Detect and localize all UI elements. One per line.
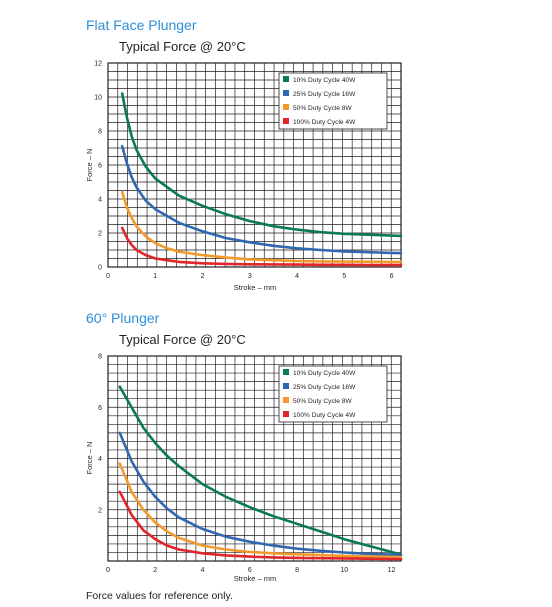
legend-label: 50% Duty Cycle 8W <box>293 105 352 112</box>
plot-frame <box>107 355 402 562</box>
y-axis-label: Force – N <box>85 442 94 475</box>
chart-title-2: Typical Force @ 20°C <box>119 332 246 347</box>
series-line-2 <box>120 145 403 255</box>
x-tick-label: 5 <box>342 273 346 280</box>
footnote: Force values for reference only. <box>86 590 233 602</box>
y-tick-label: 8 <box>98 354 102 361</box>
legend-box <box>278 365 388 423</box>
legend-box <box>278 72 388 130</box>
series-line-4 <box>120 226 403 267</box>
y-tick-label: 2 <box>98 231 102 238</box>
legend-swatch <box>283 411 289 417</box>
series-line-1 <box>120 92 403 238</box>
legend-label: 25% Duty Cycle 16W <box>293 384 356 391</box>
y-axis-label: Force – N <box>85 149 94 182</box>
x-tick-label: 6 <box>390 273 394 280</box>
y-tick-label: 4 <box>98 456 102 463</box>
legend-swatch <box>283 397 289 403</box>
legend-label: 10% Duty Cycle 40W <box>293 77 356 84</box>
x-axis-label: Stroke – mm <box>234 283 277 292</box>
section-heading-flat-face: Flat Face Plunger <box>86 17 197 33</box>
y-tick-label: 8 <box>98 129 102 136</box>
legend-swatch <box>283 76 289 82</box>
legend-swatch <box>283 369 289 375</box>
x-tick-label: 0 <box>106 273 110 280</box>
x-tick-label: 12 <box>388 567 396 574</box>
series-line-4 <box>118 490 403 561</box>
x-tick-label: 6 <box>248 567 252 574</box>
y-tick-label: 4 <box>98 197 102 204</box>
legend-label: 25% Duty Cycle 16W <box>293 91 356 98</box>
chart-2-plot: 0 2 4 6 8 10 12 2 4 6 8 Stroke – mm Force – N 10% Dut… <box>85 354 403 583</box>
x-tick-label: 2 <box>153 567 157 574</box>
y-tick-label: 6 <box>98 163 102 170</box>
series-line-2 <box>118 431 403 557</box>
x-tick-label: 10 <box>340 567 348 574</box>
x-tick-label: 0 <box>106 567 110 574</box>
x-tick-label: 4 <box>201 567 205 574</box>
legend-swatch <box>283 118 289 124</box>
legend-swatch <box>283 90 289 96</box>
series-line-1 <box>118 385 403 556</box>
legend-label: 100% Duty Cycle 4W <box>293 119 356 126</box>
plot-frame <box>107 62 402 268</box>
x-tick-label: 1 <box>153 273 157 280</box>
series-line-3 <box>120 190 403 264</box>
y-tick-label: 12 <box>94 61 102 68</box>
legend: 10% Duty Cycle 40W 25% Duty Cycle 16W 50% … <box>278 72 388 130</box>
legend-label: 10% Duty Cycle 40W <box>293 370 356 377</box>
y-tick-label: 10 <box>94 95 102 102</box>
x-tick-label: 8 <box>295 567 299 574</box>
y-tick-label: 6 <box>98 405 102 412</box>
series-line-3 <box>118 462 403 559</box>
section-heading-60-plunger: 60° Plunger <box>86 310 160 326</box>
x-tick-label: 4 <box>295 273 299 280</box>
legend-swatch <box>283 383 289 389</box>
legend-label: 50% Duty Cycle 8W <box>293 398 352 405</box>
x-tick-label: 2 <box>201 273 205 280</box>
y-tick-label: 2 <box>98 507 102 514</box>
legend: 10% Duty Cycle 40W 25% Duty Cycle 16W 50% … <box>278 365 388 423</box>
legend-swatch <box>283 104 289 110</box>
legend-label: 100% Duty Cycle 4W <box>293 412 356 419</box>
chart-title-1: Typical Force @ 20°C <box>119 39 246 54</box>
y-tick-label: 0 <box>98 265 102 272</box>
x-tick-label: 3 <box>248 273 252 280</box>
x-axis-label: Stroke – mm <box>234 574 277 583</box>
